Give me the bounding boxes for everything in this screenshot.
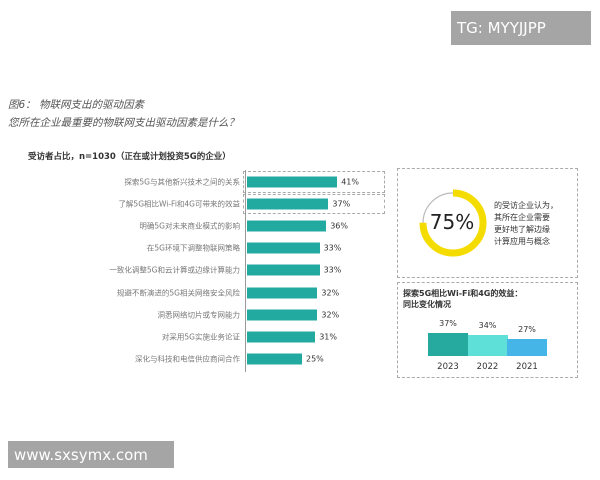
yoy-bar [428,333,468,356]
data-label: 31% [319,332,337,342]
yoy-bar [467,334,508,356]
highlight-box-2 [243,194,385,214]
category-label: 洞悉网络切片或专网能力 [157,310,241,320]
yoy-title-line: 同比变化情况 [403,300,451,309]
data-label: 37% [332,199,351,209]
watermark-bottom: www.sxsymx.com [8,441,174,468]
bar [247,176,338,188]
caption-line: 其所在企业需要 [494,213,550,222]
year-label: 2022 [476,362,499,372]
caption-line: 更好地了解边缘 [494,225,550,234]
caption-line: 计算应用与概念 [494,237,550,246]
data-label: 25% [306,354,324,364]
category-label: 对采用5G实施业务论证 [161,332,240,342]
year-label: 2023 [437,362,459,372]
chart-subtitle: 受访者占比，n=1030（正在或计划投资5G的企业） [28,152,231,162]
yoy-bar [507,339,547,356]
bar [247,287,318,298]
bar [247,331,316,343]
yoy-panel [397,282,578,378]
yoy-data-label: 37% [439,319,457,329]
donut-arc [419,189,487,257]
watermark-top: TG: MYYJJPP [451,11,591,45]
donut-chart [419,189,487,257]
data-label: 33% [323,265,342,275]
yoy-title: 探索5G相比Wi-Fi和4G的效益： 同比变化情况 [403,288,573,310]
category-label: 在5G环境下调整物联网策略 [146,243,240,253]
category-label: 规避不断演进的5G相关网络安全风险 [116,288,240,297]
category-label: 一致化调整5G和云计算或边缘计算能力 [109,265,240,275]
data-label: 36% [330,221,348,231]
highlight-box-1 [243,171,385,193]
data-label: 32% [321,288,340,297]
category-label: 明确5G对未来商业模式的影响 [139,221,240,231]
bar [247,242,320,254]
category-label: 了解5G相比Wi-Fi和4G可带来的效益 [118,199,240,209]
category-label: 深化与科技和电信供应商间合作 [135,354,240,364]
yoy-data-label: 27% [518,325,536,335]
y-axis [245,170,246,372]
question: 您所在企业最重要的物联网支出驱动因素是什么？ [8,117,239,129]
data-label: 33% [323,243,342,253]
data-label: 41% [341,177,359,187]
caption-line: 的受访企业认为， [494,201,558,210]
category-label: 探索5G与其他新兴技术之间的关系 [124,177,240,187]
donut-panel [397,168,578,278]
yoy-title-line: 探索5G相比Wi-Fi和4G的效益： [403,289,523,298]
data-label: 32% [321,310,340,320]
yoy-data-label: 34% [478,320,497,330]
bar [247,220,327,232]
bar [247,264,320,276]
bar [247,309,318,321]
year-label: 2021 [516,362,538,372]
donut-caption: 的受访企业认为， 其所在企业需要 更好地了解边缘 计算应用与概念 [494,200,574,248]
bar [247,353,302,365]
figure-title: 图6： 物联网支出的驱动因素 [8,99,145,111]
donut-value: 75% [429,210,475,234]
bar [247,198,329,210]
